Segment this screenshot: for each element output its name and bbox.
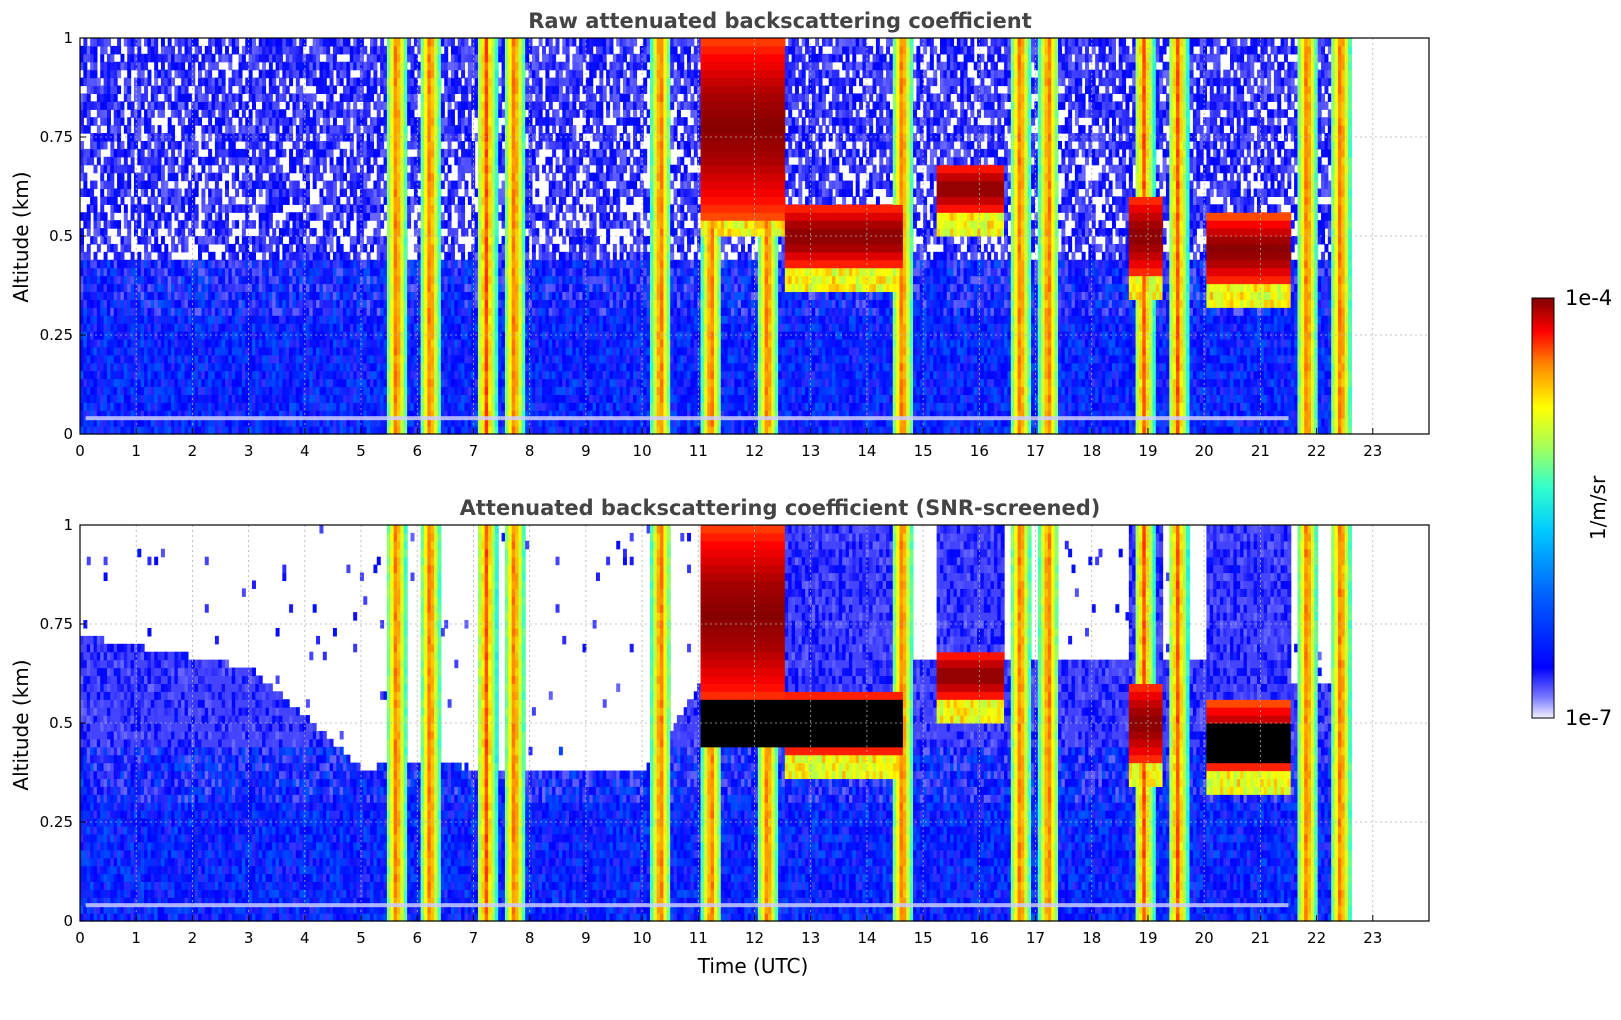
y-tick-label: 0 — [63, 912, 73, 930]
colorbar-label: 1/m/sr — [1586, 475, 1610, 540]
colorbar-max-label: 1e-4 — [1565, 286, 1612, 310]
x-tick-label: 4 — [300, 442, 310, 460]
y-tick-label: 0 — [63, 425, 73, 443]
x-tick-label: 5 — [356, 442, 366, 460]
x-tick-label: 12 — [745, 442, 764, 460]
x-tick-label: 1 — [131, 929, 141, 947]
x-tick-label: 9 — [581, 929, 591, 947]
y-tick-label: 0.25 — [40, 813, 73, 831]
y-tick-label: 0.75 — [40, 128, 73, 146]
y-axis-ticks: 0 0.25 0.5 0.75 1 — [40, 516, 86, 930]
x-tick-label: 3 — [244, 442, 254, 460]
x-tick-label: 19 — [1138, 442, 1157, 460]
y-axis-ticks: 0 0.25 0.5 0.75 1 — [40, 29, 86, 443]
x-axis-label: Time (UTC) — [697, 954, 809, 978]
x-tick-label: 20 — [1195, 442, 1214, 460]
x-tick-label: 10 — [633, 442, 652, 460]
x-tick-label: 4 — [300, 929, 310, 947]
x-tick-label: 20 — [1195, 929, 1214, 947]
x-tick-label: 1 — [131, 442, 141, 460]
x-tick-label: 15 — [914, 442, 933, 460]
x-tick-label: 7 — [469, 442, 479, 460]
x-tick-label: 15 — [914, 929, 933, 947]
x-tick-label: 22 — [1307, 929, 1326, 947]
panel-title: Raw attenuated backscattering coefficien… — [528, 9, 1032, 33]
x-tick-label: 9 — [581, 442, 591, 460]
x-tick-label: 14 — [857, 442, 876, 460]
x-tick-label: 16 — [970, 442, 989, 460]
x-tick-label: 23 — [1363, 929, 1382, 947]
x-tick-label: 0 — [75, 929, 85, 947]
x-tick-label: 13 — [801, 442, 820, 460]
y-axis-label: Altitude (km) — [9, 171, 33, 302]
y-tick-label: 1 — [63, 29, 73, 47]
colorbar-gradient — [1532, 298, 1554, 718]
x-tick-label: 21 — [1251, 929, 1270, 947]
x-tick-label: 16 — [970, 929, 989, 947]
colorbar: 1e-4 1e-7 1/m/sr — [1532, 286, 1612, 730]
y-tick-label: 0.5 — [49, 227, 73, 245]
panel-title: Attenuated backscattering coefficient (S… — [460, 496, 1101, 520]
x-tick-label: 8 — [525, 442, 535, 460]
x-tick-label: 6 — [412, 442, 422, 460]
x-tick-label: 21 — [1251, 442, 1270, 460]
x-tick-label: 17 — [1026, 442, 1045, 460]
x-tick-label: 19 — [1138, 929, 1157, 947]
x-tick-label: 7 — [469, 929, 479, 947]
x-tick-label: 6 — [412, 929, 422, 947]
x-tick-label: 13 — [801, 929, 820, 947]
y-axis-label: Altitude (km) — [9, 659, 33, 790]
x-tick-label: 17 — [1026, 929, 1045, 947]
x-tick-label: 18 — [1082, 929, 1101, 947]
x-tick-label: 10 — [633, 929, 652, 947]
x-tick-label: 2 — [188, 929, 198, 947]
y-tick-label: 1 — [63, 516, 73, 534]
colorbar-min-label: 1e-7 — [1565, 706, 1612, 730]
x-tick-label: 3 — [244, 929, 254, 947]
snr-screened-panel: Attenuated backscattering coefficient (S… — [9, 496, 1429, 978]
y-tick-label: 0.5 — [49, 714, 73, 732]
x-tick-label: 11 — [689, 442, 708, 460]
x-tick-label: 23 — [1363, 442, 1382, 460]
x-tick-label: 2 — [188, 442, 198, 460]
y-tick-label: 0.25 — [40, 326, 73, 344]
x-tick-label: 22 — [1307, 442, 1326, 460]
x-tick-label: 8 — [525, 929, 535, 947]
x-tick-label: 14 — [857, 929, 876, 947]
raw-backscatter-panel: Raw attenuated backscattering coefficien… — [9, 9, 1429, 460]
x-tick-label: 11 — [689, 929, 708, 947]
y-tick-label: 0.75 — [40, 615, 73, 633]
x-tick-label: 0 — [75, 442, 85, 460]
x-tick-label: 12 — [745, 929, 764, 947]
x-tick-label: 18 — [1082, 442, 1101, 460]
x-tick-label: 5 — [356, 929, 366, 947]
